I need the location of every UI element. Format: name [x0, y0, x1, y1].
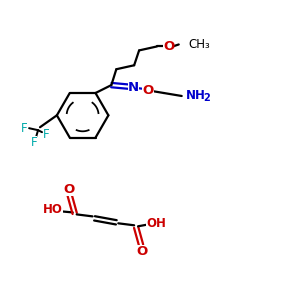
Text: CH₃: CH₃ [189, 38, 210, 51]
Text: F: F [43, 128, 49, 141]
Text: F: F [31, 136, 38, 148]
Text: O: O [63, 183, 74, 196]
Text: F: F [21, 122, 28, 135]
Text: O: O [142, 83, 154, 97]
Text: O: O [136, 244, 148, 258]
Text: O: O [163, 40, 174, 53]
Text: 2: 2 [203, 93, 210, 103]
Text: NH: NH [186, 89, 206, 103]
Text: HO: HO [43, 203, 63, 216]
Text: OH: OH [146, 217, 166, 230]
Text: N: N [128, 81, 139, 94]
